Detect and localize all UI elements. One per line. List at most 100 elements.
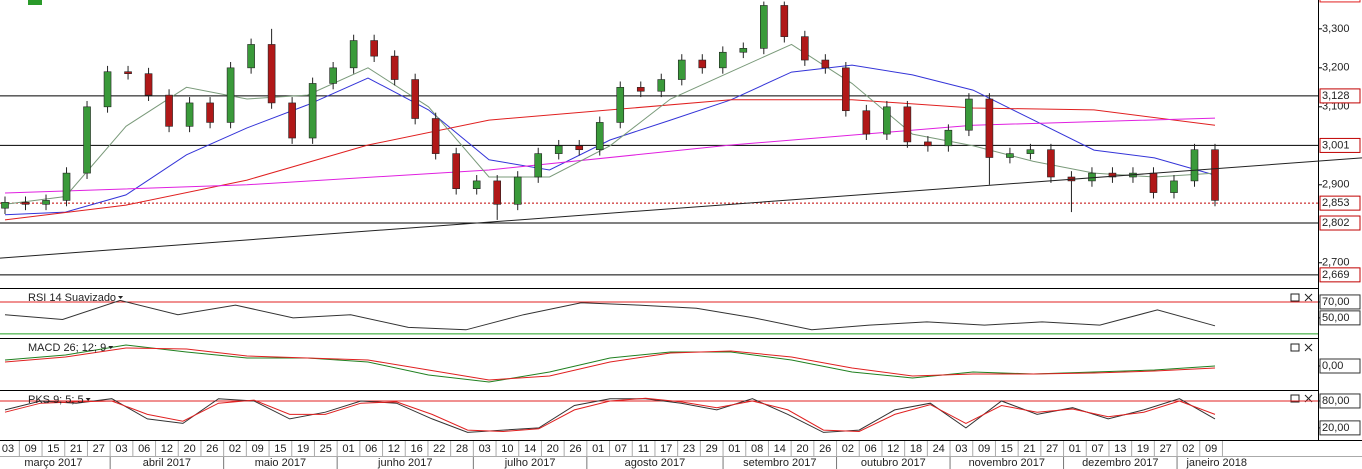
candle-body	[862, 110, 871, 135]
candle-body	[1170, 180, 1178, 193]
candle-body	[329, 67, 337, 84]
x-tick-label: 06	[138, 443, 150, 455]
x-tick-label: 26	[819, 443, 831, 455]
x-tick-label: 01	[728, 443, 740, 455]
y-tick-box	[1319, 393, 1361, 409]
y-tick-box	[1319, 294, 1361, 310]
x-tick-label: 12	[161, 443, 173, 455]
y-tick-box	[1319, 310, 1361, 326]
x-tick-label: 26	[206, 443, 218, 455]
candle-body	[206, 102, 214, 123]
y-tick-label: 3,200	[1322, 62, 1350, 74]
candle-body	[493, 180, 502, 205]
x-tick-label: 09	[1205, 443, 1217, 455]
y-tick-label: 3,387	[1322, 0, 1350, 1]
y-tick-box	[1319, 358, 1361, 374]
x-tick-label: 01	[342, 443, 354, 455]
y-tick-label: 2,900	[1322, 179, 1350, 191]
x-tick-label: 21	[70, 443, 82, 455]
candle-body	[21, 202, 30, 205]
candle-body	[616, 87, 625, 123]
x-tick-label: 15	[1001, 443, 1013, 455]
x-tick-label: 02	[842, 443, 854, 455]
dropdown-arrow	[85, 398, 91, 401]
x-month-label: abril 2017	[143, 457, 191, 469]
candle-body	[944, 129, 953, 147]
candle-body	[842, 67, 850, 112]
candle-body	[308, 83, 317, 139]
candle-body	[513, 176, 522, 205]
x-tick-label: 27	[93, 443, 105, 455]
trendline	[0, 157, 1362, 259]
y-tick-label: 20,00	[1322, 422, 1350, 434]
candle-body	[1088, 172, 1096, 182]
y-tick-label: 70,00	[1322, 296, 1350, 308]
x-tick-label: 20	[547, 443, 559, 455]
candle-body	[267, 44, 276, 104]
y-tick-label: 50,00	[1322, 312, 1350, 324]
x-tick-label: 20	[796, 443, 808, 455]
series-line	[4, 299, 1216, 331]
candle-body	[431, 118, 440, 154]
series-line	[4, 99, 1216, 221]
x-month-label: março 2017	[24, 457, 82, 469]
candle-body	[390, 55, 399, 80]
candle-body	[636, 87, 645, 92]
candle-body	[985, 98, 994, 158]
x-month-label: outubro 2017	[861, 457, 926, 469]
x-tick-label: 27	[1046, 443, 1058, 455]
x-tick-label: 07	[615, 443, 627, 455]
series-line	[4, 347, 1216, 381]
candle-body	[883, 106, 891, 135]
indicator-title: MACD 26; 12; 9	[28, 342, 106, 354]
y-tick-box	[1319, 420, 1361, 436]
x-tick-label: 03	[2, 443, 14, 455]
x-tick-label: 24	[933, 443, 945, 455]
series-line	[4, 398, 1216, 433]
x-tick-label: 27	[1160, 443, 1172, 455]
candle-body	[165, 94, 173, 127]
candle-body	[411, 79, 419, 119]
x-tick-label: 15	[274, 443, 286, 455]
candle-body	[42, 200, 50, 205]
x-month-label: novembro 2017	[969, 457, 1045, 469]
panel-buttons[interactable]	[1290, 293, 1313, 403]
candle-body	[83, 106, 91, 174]
x-tick-label: 26	[569, 443, 581, 455]
x-month-label: dezembro 2017	[1082, 457, 1158, 469]
x-tick-label: 17	[660, 443, 672, 455]
y-tick-box	[1319, 0, 1361, 3]
candle-body	[62, 172, 71, 201]
x-tick-label: 20	[183, 443, 195, 455]
x-tick-label: 10	[501, 443, 513, 455]
y-tick-label: 3,128	[1322, 90, 1350, 102]
x-tick-label: 23	[683, 443, 695, 455]
x-tick-label: 08	[751, 443, 763, 455]
candle-body	[247, 44, 255, 69]
x-tick-label: 21	[1023, 443, 1035, 455]
candle-body	[801, 36, 809, 61]
y-tick-box	[1319, 195, 1361, 211]
candle-body	[903, 106, 912, 143]
x-tick-label: 03	[479, 443, 491, 455]
candle-body	[739, 48, 748, 53]
x-tick-label: 09	[252, 443, 264, 455]
x-tick-label: 03	[955, 443, 967, 455]
x-tick-label: 01	[592, 443, 604, 455]
x-tick-label: 06	[365, 443, 377, 455]
candle-body	[657, 79, 666, 92]
x-tick-label: 14	[774, 443, 786, 455]
x-tick-label: 02	[229, 443, 241, 455]
candle-body	[1108, 172, 1117, 178]
y-tick-box	[1319, 88, 1361, 104]
y-tick-label: 80,00	[1322, 395, 1350, 407]
x-tick-label: 19	[297, 443, 309, 455]
candle-body	[595, 122, 604, 151]
candle-body	[965, 98, 973, 131]
y-tick-box	[1319, 267, 1361, 283]
candle-body	[534, 153, 543, 178]
candle-body	[780, 5, 789, 37]
panel-frames	[0, 0, 1362, 441]
candle-body	[288, 102, 296, 139]
